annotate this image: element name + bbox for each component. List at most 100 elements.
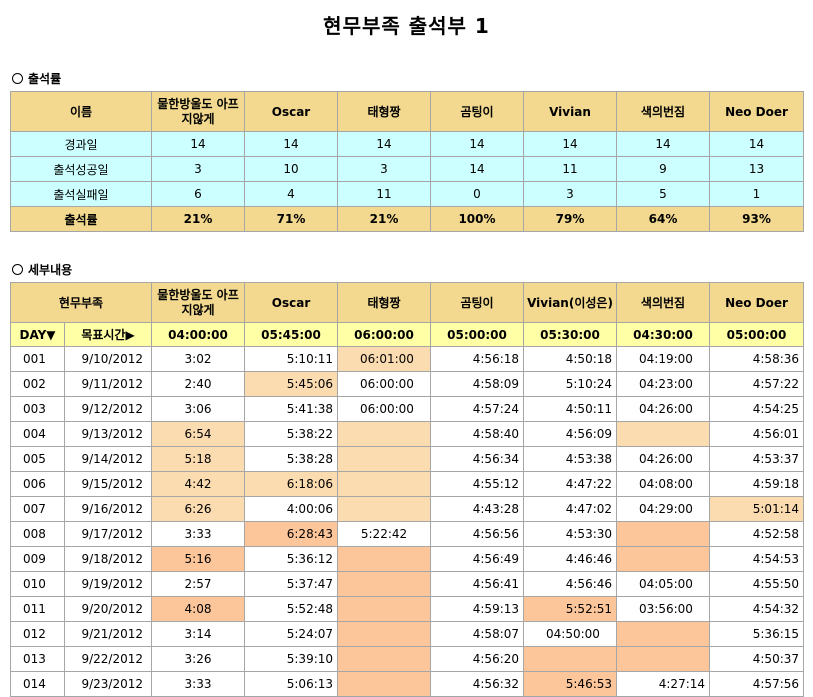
summary-value: 3 [151, 156, 245, 182]
summary-value: 9 [616, 156, 710, 182]
summary-value: 11 [337, 181, 431, 207]
target-time: 04:00:00 [151, 322, 246, 347]
time-cell: 06:00:00 [337, 371, 432, 397]
circle-icon [12, 73, 23, 84]
date-cell: 9/14/2012 [63, 446, 153, 472]
date-cell: 9/11/2012 [63, 371, 153, 397]
time-cell: 5:38:22 [244, 421, 339, 447]
name-column-header: 이름 [10, 91, 152, 132]
time-cell: 4:43:28 [430, 496, 525, 522]
date-cell: 9/13/2012 [63, 421, 153, 447]
summary-value: 14 [151, 131, 245, 157]
summary-value: 5 [616, 181, 710, 207]
date-cell: 9/12/2012 [63, 396, 153, 422]
time-cell: 04:08:00 [616, 471, 711, 497]
summary-row: 출석실패일 6 4 11 0 3 5 1 [10, 181, 804, 207]
day-number: 006 [10, 471, 65, 497]
time-cell: 04:19:00 [616, 346, 711, 372]
time-cell: 2:57 [151, 571, 246, 597]
summary-value: 10 [244, 156, 338, 182]
table-row: 006 9/15/2012 4:42 6:18:06 4:55:12 4:47:22 04:… [10, 471, 805, 497]
time-cell: 4:56:49 [430, 546, 525, 572]
time-cell: 4:57:22 [709, 371, 805, 397]
day-number: 005 [10, 446, 65, 472]
time-cell: 4:58:40 [430, 421, 525, 447]
day-number: 007 [10, 496, 65, 522]
time-cell: 5:22:42 [337, 521, 432, 547]
time-cell: 4:57:24 [430, 396, 525, 422]
time-cell: 04:05:00 [616, 571, 711, 597]
time-cell: 4:58:07 [430, 621, 525, 647]
attendance-rate-value: 64% [616, 206, 710, 232]
target-time: 04:30:00 [616, 322, 711, 347]
time-cell [616, 546, 711, 572]
date-cell: 9/15/2012 [63, 471, 153, 497]
target-time: 05:30:00 [523, 322, 618, 347]
attendance-rate-value: 93% [709, 206, 804, 232]
time-cell: 5:41:38 [244, 396, 339, 422]
table-row: 014 9/23/2012 3:33 5:06:13 4:56:32 5:46:53 4:2… [10, 671, 805, 697]
summary-row: 출석성공일 3 10 3 14 11 9 13 [10, 156, 804, 182]
table-row: 009 9/18/2012 5:16 5:36:12 4:56:49 4:46:46 4:5… [10, 546, 805, 572]
summary-value: 14 [337, 131, 431, 157]
day-number: 012 [10, 621, 65, 647]
time-cell: 6:18:06 [244, 471, 339, 497]
member-column-header: Vivian [523, 91, 617, 132]
time-cell: 4:53:37 [709, 446, 805, 472]
table-row: 010 9/19/2012 2:57 5:37:47 4:56:41 4:56:46 04:… [10, 571, 805, 597]
summary-value: 3 [523, 181, 617, 207]
day-number: 009 [10, 546, 65, 572]
time-cell: 4:56:34 [430, 446, 525, 472]
time-cell: 04:26:00 [616, 396, 711, 422]
time-cell: 5:46:53 [523, 671, 618, 697]
row-label: 출석실패일 [10, 181, 152, 207]
attendance-rate-value: 71% [244, 206, 338, 232]
table-row: 011 9/20/2012 4:08 5:52:48 4:59:13 5:52:51 03:… [10, 596, 805, 622]
day-number: 003 [10, 396, 65, 422]
target-time-row: DAY▼ 목표시간▶ 04:00:00 05:45:00 06:00:00 05:00:0… [10, 322, 805, 347]
summary-value: 11 [523, 156, 617, 182]
day-number: 010 [10, 571, 65, 597]
date-cell: 9/10/2012 [63, 346, 153, 372]
member-column-header: 태형짱 [337, 282, 432, 323]
time-cell: 5:24:07 [244, 621, 339, 647]
time-cell: 4:56:09 [523, 421, 618, 447]
summary-value: 14 [430, 131, 524, 157]
day-number: 008 [10, 521, 65, 547]
time-cell: 4:08 [151, 596, 246, 622]
time-cell: 4:50:18 [523, 346, 618, 372]
table-row: 008 9/17/2012 3:33 6:28:43 5:22:42 4:56:56 4:5… [10, 521, 805, 547]
time-cell: 5:52:48 [244, 596, 339, 622]
time-cell: 4:59:13 [430, 596, 525, 622]
time-cell [337, 596, 432, 622]
date-cell: 9/20/2012 [63, 596, 153, 622]
row-label: 출석성공일 [10, 156, 152, 182]
summary-value: 14 [430, 156, 524, 182]
table-row: 007 9/16/2012 6:26 4:00:06 4:43:28 4:47:02 04:… [10, 496, 805, 522]
time-cell: 4:56:56 [430, 521, 525, 547]
time-cell: 4:47:02 [523, 496, 618, 522]
day-number: 002 [10, 371, 65, 397]
detail-section-heading: 세부내용 [12, 261, 72, 278]
time-cell [523, 646, 618, 672]
date-cell: 9/19/2012 [63, 571, 153, 597]
attendance-rate-value: 21% [151, 206, 245, 232]
time-cell: 5:45:06 [244, 371, 339, 397]
time-cell: 6:26 [151, 496, 246, 522]
summary-value: 14 [244, 131, 338, 157]
summary-value: 14 [709, 131, 804, 157]
time-cell: 5:52:51 [523, 596, 618, 622]
time-cell: 04:50:00 [523, 621, 618, 647]
target-label: 목표시간▶ [63, 322, 153, 347]
time-cell: 4:54:32 [709, 596, 805, 622]
date-cell: 9/21/2012 [63, 621, 153, 647]
target-time: 05:00:00 [430, 322, 525, 347]
group-label: 현무부족 [9, 282, 153, 323]
date-cell: 9/16/2012 [63, 496, 153, 522]
time-cell: 04:26:00 [616, 446, 711, 472]
summary-header-row: 이름 물한방울도 아프지않게 Oscar 태형짱 곰팅이 Vivian 색의번짐 Neo Do… [10, 91, 804, 132]
time-cell: 6:54 [151, 421, 246, 447]
time-cell: 4:56:46 [523, 571, 618, 597]
member-column-header: 색의번짐 [616, 282, 711, 323]
time-cell [337, 446, 432, 472]
